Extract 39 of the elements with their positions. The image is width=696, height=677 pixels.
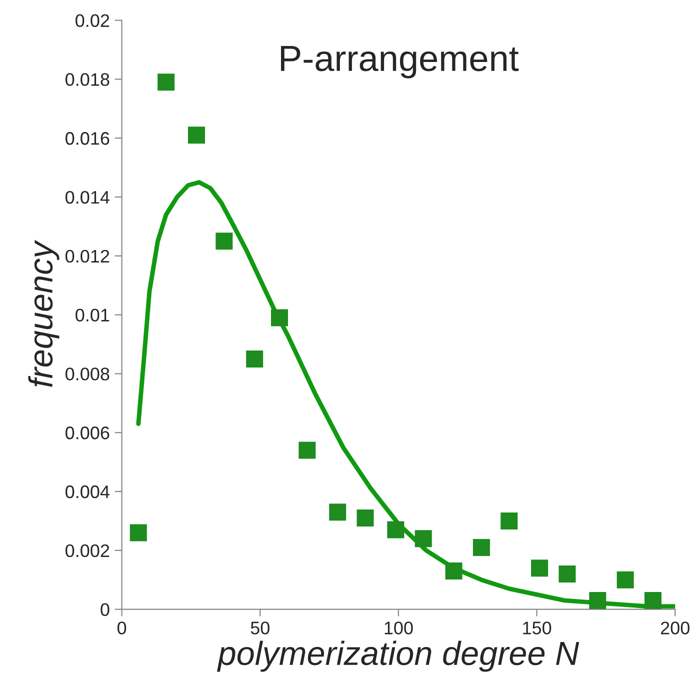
y-tick-label: 0.016 (66, 132, 110, 145)
point (558, 565, 576, 582)
line-series (136, 180, 676, 609)
point (472, 538, 490, 556)
point (270, 309, 288, 326)
x-tick-label: 200 (660, 622, 690, 634)
x-tick-label: 0 (117, 622, 126, 634)
point (356, 510, 374, 527)
point (500, 512, 518, 530)
y-tick-label: 0.018 (66, 73, 110, 86)
point (188, 126, 206, 144)
point (616, 571, 634, 588)
y-tick-label: 0.004 (66, 485, 110, 498)
point (531, 560, 548, 577)
y-tick-label: 0.012 (66, 250, 110, 263)
x-tick-label: 100 (384, 622, 413, 634)
point (246, 350, 264, 368)
point (329, 504, 346, 521)
y-tick-label: 0 (100, 603, 110, 616)
point (414, 530, 432, 548)
y-tick-label: 0.002 (66, 544, 110, 558)
y-tick-label: 0.01 (76, 308, 110, 322)
y-tick-label: 0.006 (66, 426, 110, 440)
y-tick-label: 0.014 (66, 190, 110, 204)
point (445, 562, 462, 580)
point (158, 74, 175, 91)
y-axis-title: frequency (28, 240, 60, 387)
text: P-arrangement (281, 46, 519, 78)
point (589, 592, 606, 609)
point (644, 592, 662, 609)
point (216, 232, 233, 250)
x-axis-title: polymerization degree N (216, 640, 580, 672)
y-tick-label: 0.008 (66, 368, 110, 380)
x-tick-label: 150 (523, 622, 552, 634)
point (130, 524, 147, 542)
y-tick-label: 0.02 (76, 14, 110, 28)
point (387, 521, 404, 538)
x-tick-label: 50 (250, 622, 270, 634)
point (298, 442, 316, 459)
